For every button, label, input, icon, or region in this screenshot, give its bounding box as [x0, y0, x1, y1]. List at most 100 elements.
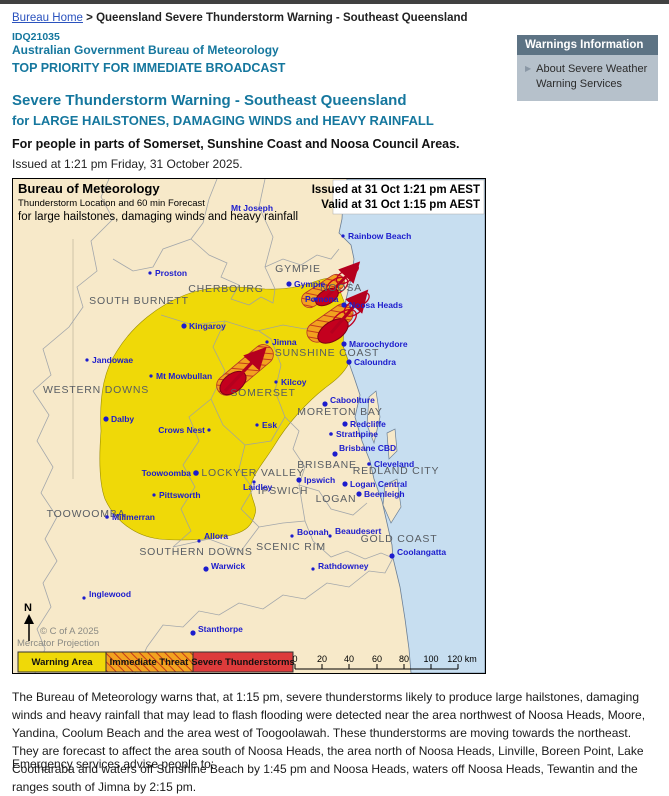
map-issued: Issued at 31 Oct 1:21 pm AEST — [312, 184, 480, 196]
town-gympie: Gympie — [286, 279, 325, 289]
town-inglewood: Inglewood — [82, 589, 131, 600]
svg-text:Mt Joseph: Mt Joseph — [231, 203, 273, 213]
agency-name: Australian Government Bureau of Meteorol… — [12, 43, 279, 57]
svg-text:Brisbane CBD: Brisbane CBD — [339, 443, 396, 453]
town-jandowae: Jandowae — [85, 355, 133, 365]
town-kingaroy: Kingaroy — [181, 321, 226, 331]
town-mt-mowbullan: Mt Mowbullan — [149, 371, 212, 381]
region-label: LOCKYER VALLEY — [201, 467, 304, 479]
region-label: SOUTHERN DOWNS — [139, 546, 252, 558]
sidebar-item-label: About Severe Weather Warning Services — [536, 63, 648, 90]
svg-text:Ipswich: Ipswich — [304, 475, 335, 485]
storm-cell-coastal-south — [306, 289, 370, 344]
storm-cell-somerset — [216, 344, 274, 396]
warnings-info-box: Warnings Information ▶ About Severe Weat… — [517, 35, 658, 101]
svg-text:Logan Central: Logan Central — [350, 479, 407, 489]
svg-text:Pittsworth: Pittsworth — [159, 490, 201, 500]
town-caboolture: Caboolture — [322, 395, 375, 407]
svg-text:Millmerran: Millmerran — [112, 512, 155, 522]
svg-text:Cleveland: Cleveland — [374, 459, 414, 469]
map-title-block: Bureau of Meteorology Thunderstorm Locat… — [18, 181, 298, 223]
town-pomona: Pomona — [305, 294, 339, 304]
svg-text:Noosa Heads: Noosa Heads — [349, 300, 403, 310]
warnings-info-body: ▶ About Severe Weather Warning Services — [517, 55, 658, 101]
advice-intro: Emergency services advise people to: — [12, 757, 215, 771]
town-ipswich: Ipswich — [296, 475, 335, 485]
legend-severe-storms-label: Severe Thunderstorms — [191, 657, 294, 668]
svg-text:Crows Nest: Crows Nest — [158, 425, 205, 435]
region-label: IPSWICH — [258, 485, 309, 497]
town-maroochydore: Maroochydore — [341, 339, 408, 349]
sidebar-item-about-severe-weather[interactable]: ▶ About Severe Weather Warning Services — [523, 62, 652, 92]
svg-text:Pomona: Pomona — [305, 294, 339, 304]
legend-immediate-threat-label: Immediate Threat — [110, 657, 189, 668]
svg-text:60: 60 — [372, 654, 382, 664]
map-projection: Mercator Projection — [17, 638, 99, 649]
map-legend: Warning Area Immediate Threat Severe Thu… — [17, 651, 295, 673]
product-id: IDQ21035 — [12, 31, 60, 43]
page-title: Severe Thunderstorm Warning - Southeast … — [12, 92, 407, 109]
town-warwick: Warwick — [203, 561, 245, 572]
svg-text:Jandowae: Jandowae — [92, 355, 133, 365]
svg-text:Warwick: Warwick — [211, 561, 245, 571]
svg-text:Beenleigh: Beenleigh — [364, 489, 405, 499]
svg-text:Rainbow Beach: Rainbow Beach — [348, 231, 411, 241]
town-strathpine: Strathpine — [329, 429, 378, 439]
town-markers: Proston Gympie Kingaroy Jandowae Mt Mowb… — [82, 203, 446, 636]
region-labels: SOUTH BURNETT CHERBOURG GYMPIE NOOSA WES… — [43, 263, 439, 558]
region-label: LOGAN — [316, 493, 357, 505]
map-subtitle-1: Thunderstorm Location and 60 min Forecas… — [18, 198, 205, 209]
svg-text:Caloundra: Caloundra — [354, 357, 396, 367]
town-brisbane-cbd: Brisbane CBD — [332, 443, 396, 457]
map-ocean — [338, 178, 486, 674]
audience-line: For people in parts of Somerset, Sunshin… — [12, 137, 460, 151]
breadcrumb: Bureau Home > Queensland Severe Thunders… — [12, 12, 468, 24]
priority-banner: TOP PRIORITY FOR IMMEDIATE BROADCAST — [12, 61, 286, 75]
town-proston: Proston — [148, 268, 187, 278]
svg-text:40: 40 — [344, 654, 354, 664]
map-title: Bureau of Meteorology — [18, 181, 160, 196]
region-label: GYMPIE — [275, 263, 321, 275]
town-cleveland: Cleveland — [367, 459, 414, 469]
bureau-home-link[interactable]: Bureau Home — [12, 12, 83, 24]
region-label: TOOWOOMBA — [47, 508, 126, 520]
svg-text:Allora: Allora — [204, 531, 228, 541]
town-allora: Allora — [197, 531, 228, 543]
town-beaudesert: Beaudesert — [328, 526, 381, 538]
svg-text:Laidley: Laidley — [243, 482, 273, 492]
north-arrow: N — [24, 602, 34, 641]
town-dalby: Dalby — [103, 414, 134, 424]
svg-text:100: 100 — [423, 654, 438, 664]
warning-area-polygon — [99, 277, 350, 541]
svg-text:Gympie: Gympie — [294, 279, 325, 289]
town-redcliffe: Redcliffe — [342, 419, 386, 429]
page-subtitle: for LARGE HAILSTONES, DAMAGING WINDS and… — [12, 113, 434, 128]
storm-cell-noosa-north — [301, 261, 361, 309]
svg-text:Kilcoy: Kilcoy — [281, 377, 307, 387]
issued-line: Issued at 1:21 pm Friday, 31 October 202… — [12, 157, 243, 171]
svg-text:Redcliffe: Redcliffe — [350, 419, 386, 429]
warning-map-svg: SOUTH BURNETT CHERBOURG GYMPIE NOOSA WES… — [13, 178, 486, 674]
svg-text:Kingaroy: Kingaroy — [189, 321, 226, 331]
town-beenleigh: Beenleigh — [356, 489, 405, 499]
svg-text:Esk: Esk — [262, 420, 277, 430]
svg-text:Mt Mowbullan: Mt Mowbullan — [156, 371, 212, 381]
region-label: SOMERSET — [230, 387, 295, 399]
map-timestamp-box: Issued at 31 Oct 1:21 pm AEST Valid at 3… — [312, 179, 485, 215]
town-jimna: Jimna — [265, 337, 297, 347]
region-label: CHERBOURG — [188, 283, 263, 295]
warning-map: SOUTH BURNETT CHERBOURG GYMPIE NOOSA WES… — [12, 178, 486, 674]
scale-labels: 0 20 40 60 80 100 120 km — [292, 654, 476, 664]
svg-text:Caboolture: Caboolture — [330, 395, 375, 405]
svg-text:0: 0 — [292, 654, 297, 664]
region-label: GOLD COAST — [361, 533, 438, 545]
region-label: WESTERN DOWNS — [43, 384, 149, 396]
region-label: BRISBANE — [297, 459, 357, 471]
arrow-right-icon: ▶ — [525, 64, 532, 73]
region-label: SOUTH BURNETT — [89, 295, 189, 307]
region-label: MORETON BAY — [297, 406, 382, 418]
town-logan-central: Logan Central — [342, 479, 407, 489]
legend-warning-area-label: Warning Area — [31, 657, 93, 668]
region-label: NOOSA — [320, 282, 362, 294]
svg-text:120 km: 120 km — [447, 654, 477, 664]
